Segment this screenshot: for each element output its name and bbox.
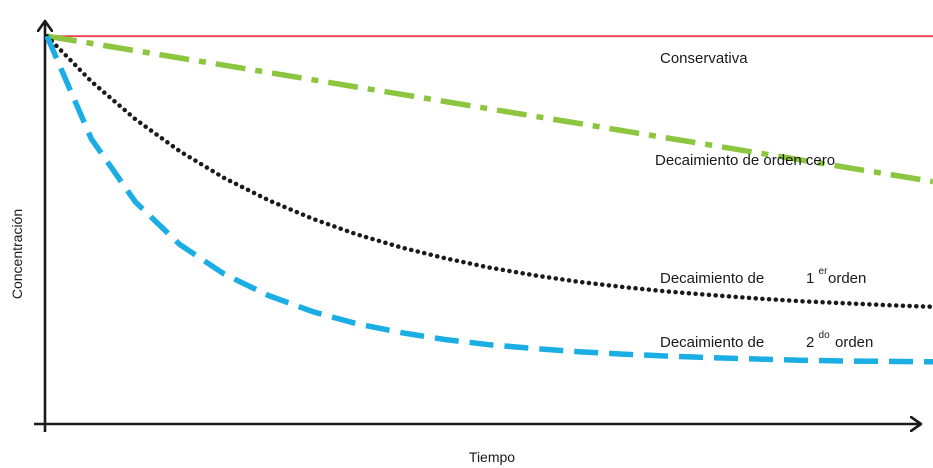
label-segundo-orden-end: orden: [835, 334, 873, 351]
series-orden-cero-line: [46, 33, 933, 185]
series-layer: [44, 33, 933, 365]
label-primer-orden-num: 1: [806, 270, 814, 287]
x-axis-label: Tiempo: [469, 449, 515, 465]
label-segundo-orden-num: 2: [806, 334, 814, 351]
label-primer-orden-end: orden: [828, 270, 866, 287]
series-segundo-orden-line: [44, 35, 933, 365]
label-primer-orden: Decaimiento de 1 er orden: [660, 261, 866, 287]
label-primer-orden-sup: er: [819, 266, 829, 277]
label-primer-orden-main: Decaimiento de: [660, 270, 764, 287]
label-conservativa: Conservativa: [660, 50, 748, 67]
label-orden-cero: Decaimiento de orden cero: [655, 152, 835, 169]
series-primer-orden-line: [44, 33, 933, 310]
y-axis-label: Concentración: [9, 209, 25, 299]
label-segundo-orden-sup: do: [819, 330, 831, 341]
label-segundo-orden-main: Decaimiento de: [660, 334, 764, 351]
label-segundo-orden: Decaimiento de 2 do orden: [660, 325, 873, 351]
